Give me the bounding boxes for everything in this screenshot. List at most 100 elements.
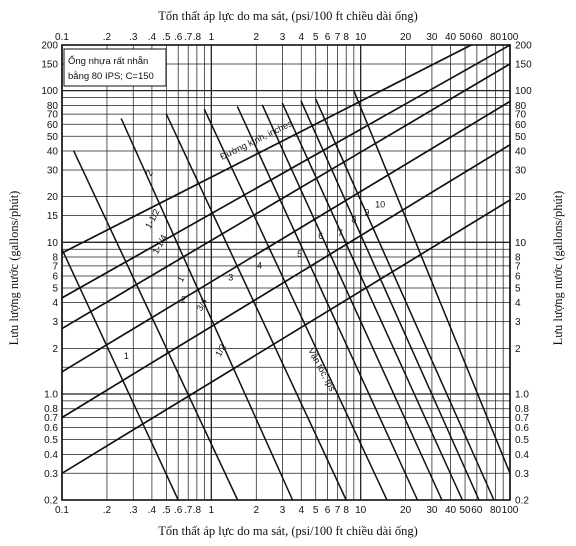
y-tick-label-left: 40 (47, 147, 59, 158)
x-tick-label: 20 (400, 505, 412, 516)
x-tick-label: 6 (325, 32, 331, 43)
x-tick-label: 2 (254, 32, 260, 43)
x-tick-label: .8 (193, 505, 202, 516)
y-tick-label-left: 0.7 (44, 413, 58, 424)
y-tick-label-left: 5 (52, 283, 58, 294)
velocity-line-label: 7 (338, 228, 343, 238)
y-tick-label-right: 10 (515, 238, 527, 249)
plot-frame (61, 44, 511, 501)
y-tick-label-left: 100 (41, 86, 58, 97)
y-tick-labels-right: 200150100807060504030201087654321.00.80.… (515, 41, 532, 507)
velocity-line-label: 9 (364, 208, 369, 218)
velocity-line (236, 106, 419, 501)
x-tick-label: .2 (103, 505, 112, 516)
y-tick-label-left: 0.2 (44, 496, 58, 507)
x-tick-label: .4 (148, 505, 157, 516)
y-tick-label-left: 8 (52, 253, 58, 264)
y-tick-label-left: 6 (52, 271, 58, 282)
x-tick-label: 3 (280, 32, 286, 43)
velocity-line (165, 113, 347, 501)
x-tick-label: 40 (445, 505, 457, 516)
velocity-line (261, 104, 443, 501)
velocity-line (61, 248, 179, 501)
x-tick-label: 40 (445, 32, 457, 43)
velocity-caption: Vận tốc, fps (306, 346, 337, 393)
diameter-line-label: 1 (175, 275, 186, 284)
x-tick-label: 5 (313, 32, 319, 43)
diameter-line-label: 2 (144, 169, 155, 178)
y-tick-label-right: 20 (515, 192, 527, 203)
y-tick-label-left: 60 (47, 120, 59, 131)
x-tick-label: 1 (209, 505, 215, 516)
x-tick-label: 80 (490, 505, 502, 516)
x-tick-label: 0.1 (55, 32, 69, 43)
y-tick-label-left: 7 (52, 261, 58, 272)
y-tick-label-right: 0.3 (515, 469, 529, 480)
y-tick-label-right: 2 (515, 344, 521, 355)
diameter-line (61, 199, 511, 475)
velocity-line-label: 5 (297, 249, 302, 259)
x-tick-label: 4 (298, 32, 304, 43)
y-tick-label-left: 1.0 (44, 389, 58, 400)
x-tick-label: 10 (355, 505, 367, 516)
x-tick-labels-top: 0.1 .2 .3 .4 .5.6.7.8 1 2 3 4 5 6 7 8 10 20 30 40 50 60 80 1… (55, 32, 519, 43)
x-tick-label: 10 (355, 32, 367, 43)
y-tick-label-right: 3 (515, 317, 521, 328)
x-tick-label: .4 (148, 32, 157, 43)
y-tick-label-left: 0.8 (44, 404, 58, 415)
x-tick-label: 100 (502, 505, 519, 516)
x-tick-label: 30 (426, 32, 438, 43)
y-tick-label-left: 80 (47, 101, 59, 112)
y-tick-label-right: 0.4 (515, 450, 529, 461)
y-tick-label-right: 0.7 (515, 413, 529, 424)
velocity-line (203, 108, 388, 501)
y-tick-label-right: 150 (515, 59, 532, 70)
diameter-line (61, 100, 511, 373)
y-tick-label-left: 200 (41, 41, 58, 52)
y-tick-label-left: 0.5 (44, 435, 58, 446)
legend-box (63, 48, 167, 87)
velocity-line (314, 98, 495, 501)
x-tick-label: .7 (184, 32, 193, 43)
diameter-line (61, 143, 511, 419)
velocity-line (353, 89, 511, 475)
y-tick-label-right: 60 (515, 120, 527, 131)
y-tick-label-right: 4 (515, 298, 521, 309)
x-tick-label: 1 (209, 32, 215, 43)
velocity-line-label: 2 (181, 295, 186, 305)
x-tick-label: 7 (335, 505, 341, 516)
y-tick-label-left: 10 (47, 238, 59, 249)
y-tick-label-right: 5 (515, 283, 521, 294)
x-tick-label: .2 (103, 32, 112, 43)
x-tick-label: 80 (490, 32, 502, 43)
y-tick-label-right: 100 (515, 86, 532, 97)
velocity-line-label: 4 (257, 261, 262, 271)
y-tick-label-right: 0.2 (515, 496, 529, 507)
velocity-line-label: 8 (351, 215, 356, 225)
bottom-axis-title: Tổn thất áp lực do ma sát, (psi/100 ft c… (158, 524, 418, 538)
x-tick-label: 7 (335, 32, 341, 43)
y-tick-label-left: 150 (41, 59, 58, 70)
x-tick-label: 60 (471, 32, 483, 43)
y-tick-label-right: 80 (515, 101, 527, 112)
y-tick-label-left: 20 (47, 192, 59, 203)
y-tick-label-left: 3 (52, 317, 58, 328)
y-tick-label-left: 15 (47, 211, 59, 222)
right-axis-title: Lưu lượng nước (gallons/phút) (551, 191, 565, 346)
x-tick-label: 4 (298, 505, 304, 516)
y-tick-label-left: 2 (52, 344, 58, 355)
x-tick-label: 50 (459, 505, 471, 516)
top-axis-title: Tổn thất áp lực do ma sát, (psi/100 ft c… (158, 9, 418, 23)
y-tick-label-left: 0.3 (44, 469, 58, 480)
x-tick-label: 8 (343, 505, 349, 516)
left-axis-title: Lưu lượng nước (gallons/phút) (7, 191, 21, 346)
y-tick-label-left: 0.6 (44, 423, 58, 434)
legend-note: Ống nhựa rất nhẵn bằng 80 IPS; C=150 (63, 48, 167, 87)
velocity-line (73, 150, 239, 501)
x-tick-label: .3 (129, 32, 138, 43)
x-tick-label: .3 (129, 505, 138, 516)
x-tick-label: .5 (162, 505, 171, 516)
diameter-line-label: 1/2 (213, 342, 228, 358)
